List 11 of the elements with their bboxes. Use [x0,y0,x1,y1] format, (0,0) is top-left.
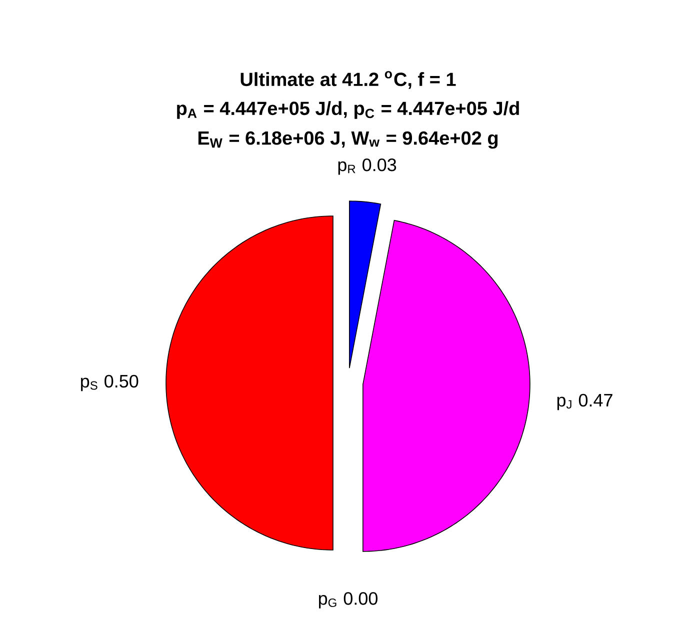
data-label: 0.50 [104,374,138,388]
data-label: 0.03 [362,158,396,172]
slice-label: p$_{R}$ [338,161,356,175]
chart-subtitle: p$_{A}$ = 4.447e+05 J/d, p$_{C}$ = 4.447e+05 J/d [177,101,519,119]
text: 0.00 [344,592,378,605]
text: E$_{W}$ = 6.18e+06 J, W$_{w}$ = 9.64e+02 g [198,131,498,149]
data-label: 0.47 [578,394,612,407]
slice-label: p$_{J}$ [557,396,572,410]
category-label: p$_{G}$ [318,594,336,608]
slice-label: p$_{S}$ [81,378,98,392]
chart-title: Ultimate at 41.2 $^{o}$C, f = 1 [240,71,456,89]
